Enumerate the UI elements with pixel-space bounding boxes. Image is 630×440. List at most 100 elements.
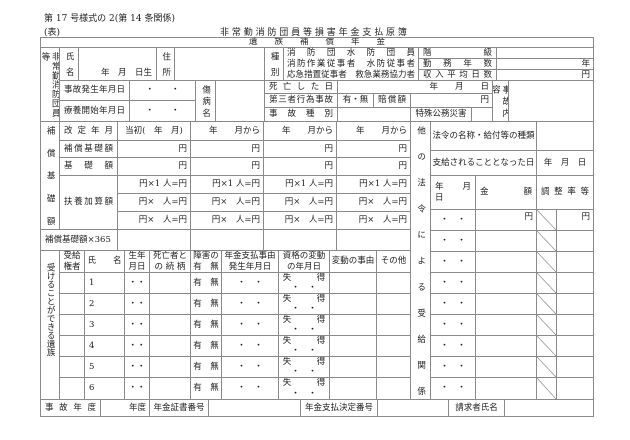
diagonal-slash-cell xyxy=(536,335,557,357)
other-law-date-text: ・ ・ xyxy=(440,214,466,225)
accident-date-label-text: 事故発生年月日 xyxy=(64,85,125,96)
dependent-addition-cell-text: 円× 人=円 xyxy=(138,197,187,208)
avg-income-label-text: 収入平均日数 xyxy=(423,69,492,80)
other-law-date-text: ・ ・ xyxy=(440,298,466,309)
accident-year-label-text: 事故年度 xyxy=(45,402,96,413)
survivor-birth: ・・ xyxy=(124,293,150,315)
base-amount-cell: 円 xyxy=(117,140,191,158)
eligibility-change-text: 失 得 ・ ・ xyxy=(282,272,326,293)
other-law-date: ・ ・ xyxy=(430,377,476,400)
basic-amount-label-text: 基礎額 xyxy=(64,161,113,172)
dependent-addition-cell-text: 円× 人=円 xyxy=(211,215,260,226)
other-cell xyxy=(376,314,411,336)
special-disaster-field xyxy=(471,107,493,122)
survivor-birth: ・・ xyxy=(124,314,150,336)
pension-event-date-text: ・ ・ xyxy=(237,361,263,372)
diagonal-slash-cell xyxy=(536,314,557,336)
name-birth-field-text: 年 月 日生 xyxy=(100,67,152,78)
basic-amount-cell-text: 円 xyxy=(251,161,260,172)
payment-start-field-text: 年 月 日 xyxy=(543,157,587,168)
survivor-birth-text: ・・ xyxy=(128,298,146,309)
eligibility-change-text: 失 得 ・ ・ xyxy=(282,356,326,377)
dependent-addition-cell: 円× 人=円 xyxy=(117,211,191,230)
other-cell xyxy=(376,335,411,357)
type-option: 応急措置従事者 救急業務協力者 xyxy=(283,69,419,81)
disability-cell-text: 有 無 xyxy=(193,277,219,288)
death-date-label: 死亡した日 xyxy=(264,80,338,94)
injury-field xyxy=(215,80,265,122)
pension-event-date: ・ ・ xyxy=(221,335,279,357)
other-law-amount xyxy=(475,230,537,252)
base-amount-cell-text: 円 xyxy=(178,143,187,154)
survivor-header: 死亡者と の 続 柄 xyxy=(149,250,191,273)
period-header-text: 年 月から xyxy=(355,125,407,136)
disability-cell-text: 有 無 xyxy=(193,383,219,394)
pension-event-date: ・ ・ xyxy=(221,272,279,294)
other-law-date-text: ・ ・ xyxy=(440,340,466,351)
base-amount-label: 補償基礎額 xyxy=(59,140,118,158)
decision-number-label: 年金支払決定番号 xyxy=(300,399,378,417)
payment-start-label: 支給されることとなった日 xyxy=(430,150,537,176)
injury-label-text: 傷病名 xyxy=(200,85,211,117)
other-law-date-text: ・ ・ xyxy=(440,383,466,394)
survivor-header: 生年 月日 xyxy=(124,250,150,273)
payment-start-field: 年 月 日 xyxy=(536,150,594,176)
diagonal-slash-cell xyxy=(536,251,557,273)
period-header-text: 年 月から xyxy=(281,125,333,136)
basic-amount-label: 基礎額 xyxy=(59,157,118,176)
death-date-field: 年 月 日 xyxy=(337,80,493,94)
diagonal-slash-cell xyxy=(536,209,557,231)
survivor-header-text: 死亡者と の 続 柄 xyxy=(152,251,187,272)
base-amount-label-text: 補償基礎額 xyxy=(64,143,113,154)
beneficiary-cell xyxy=(59,335,85,357)
injury-label: 傷病名 xyxy=(195,80,216,122)
base-amount-cell-text: 円 xyxy=(398,143,407,154)
beneficiary-cell xyxy=(59,377,85,400)
period-header-text: 当初( 年 月) xyxy=(125,125,183,136)
treatment-start-label: 療養開始年月日 xyxy=(59,100,130,122)
avg-income-field-text: 円 xyxy=(581,69,590,80)
rank-label-text: 階級 xyxy=(423,47,492,58)
adjustment-header: 調整率等 xyxy=(536,175,594,210)
type-label-text: 種別 xyxy=(269,52,280,76)
other-law-date: ・ ・ xyxy=(430,356,476,378)
service-years-label-text: 勤務年数 xyxy=(423,58,492,69)
beneficiary-cell xyxy=(59,356,85,378)
accident-year-field: 年度 xyxy=(100,399,150,417)
base-amount-cell: 円 xyxy=(190,140,264,158)
other-date-header-text: 年 月 日 xyxy=(435,182,471,203)
other-law-rate xyxy=(556,251,594,273)
other-cell xyxy=(376,356,411,378)
accident-type-label-text: 事故種別 xyxy=(269,109,333,120)
relationship-cell xyxy=(149,377,191,400)
annual-amount-cell xyxy=(117,229,191,251)
type-option: 消 防 団 水 防 団 員 xyxy=(283,47,419,59)
law-name-label: 法令の名称・給付等の種類 xyxy=(430,121,537,151)
eligibility-change: 失 得 ・ ・ xyxy=(278,314,330,336)
eligibility-change: 失 得 ・ ・ xyxy=(278,293,330,315)
page-title: 非 常 勤 消 防 団 員 等 損 害 年 金 支 払 原 簿 xyxy=(220,28,407,38)
other-law-rate: 円 xyxy=(556,209,594,231)
survivor-birth: ・・ xyxy=(124,272,150,294)
relationship-cell xyxy=(149,293,191,315)
survivor-birth-text: ・・ xyxy=(128,361,146,372)
decision-number-label-text: 年金支払決定番号 xyxy=(304,402,373,413)
other-law-amount xyxy=(475,377,537,400)
deceased-section-label: 非常勤消防団員等 xyxy=(40,47,60,122)
survivor-number-text: 1 xyxy=(89,277,95,288)
special-disaster-label: 特殊公務災害 xyxy=(410,107,472,122)
compensation-field-text: 円 xyxy=(480,95,489,106)
other-law-amount: 円 xyxy=(475,209,537,231)
other-law-date-text: ・ ・ xyxy=(440,235,466,246)
period-header: 当初( 年 月) xyxy=(117,121,191,141)
dependent-addition-label-text: 扶養加算額 xyxy=(64,197,113,208)
survivor-header: 障害の 有 無 xyxy=(190,250,222,273)
name-label-text: 氏名 xyxy=(64,52,75,76)
other-law-rate xyxy=(556,314,594,336)
dependent-addition-cell: 円× 人=円 xyxy=(117,193,191,212)
basic-amount-cell: 円 xyxy=(190,157,264,176)
diagonal-slash-cell xyxy=(536,272,557,294)
type-option-text: 消 防 団 水 防 団 員 xyxy=(287,47,415,58)
dependent-addition-cell-text: 円× 人=円 xyxy=(284,197,333,208)
relationship-cell xyxy=(149,272,191,294)
